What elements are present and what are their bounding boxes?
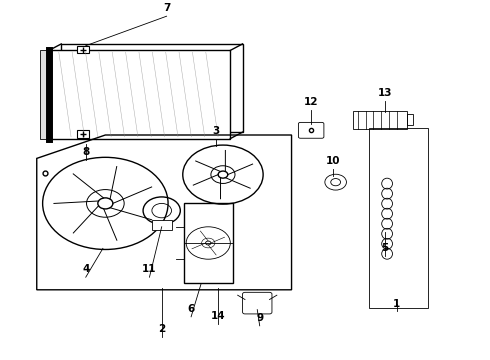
Bar: [152, 220, 172, 230]
Text: 5: 5: [381, 243, 388, 253]
Bar: [369, 128, 428, 308]
Text: 6: 6: [188, 304, 195, 314]
Text: 9: 9: [256, 313, 263, 323]
Bar: [353, 111, 407, 129]
Text: 10: 10: [326, 156, 341, 166]
Bar: [77, 46, 89, 53]
Bar: [184, 203, 233, 283]
Text: 12: 12: [304, 97, 318, 107]
Bar: [40, 50, 49, 139]
Text: 14: 14: [211, 311, 225, 321]
Text: 11: 11: [142, 264, 157, 274]
Text: 2: 2: [158, 324, 165, 334]
Text: 1: 1: [393, 298, 400, 309]
Bar: [407, 114, 413, 125]
Bar: [77, 130, 89, 138]
Text: 7: 7: [163, 3, 171, 13]
Bar: [49, 50, 230, 139]
Text: 8: 8: [82, 147, 89, 157]
Text: 4: 4: [82, 264, 90, 274]
Bar: [61, 44, 243, 132]
Text: 3: 3: [212, 126, 219, 136]
Text: 13: 13: [377, 88, 392, 98]
